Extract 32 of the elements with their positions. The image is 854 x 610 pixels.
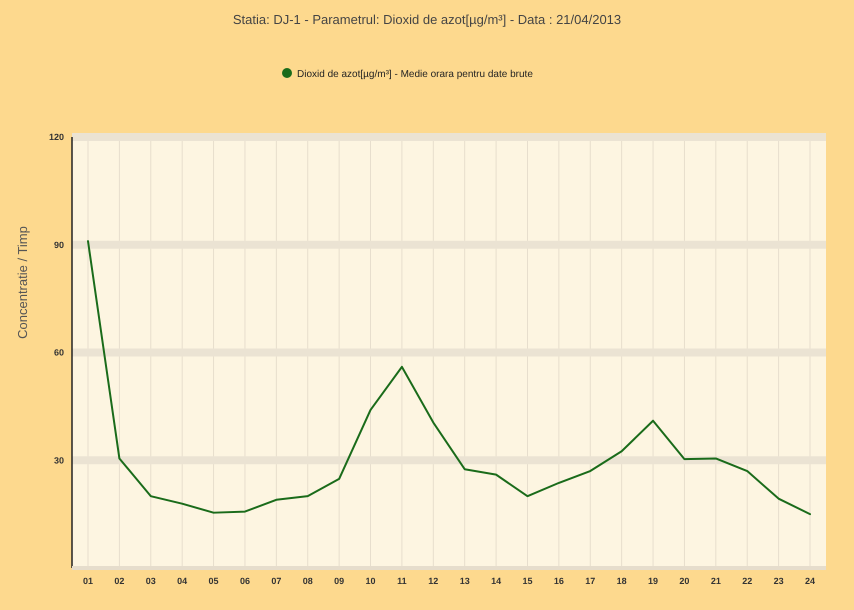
x-tick-label: 22 — [742, 576, 752, 586]
x-tick-label: 06 — [240, 576, 250, 586]
x-tick-label: 24 — [804, 576, 816, 586]
y-tick-label: 120 — [48, 132, 64, 142]
x-tick-label: 09 — [334, 576, 344, 586]
line-series — [87, 240, 811, 516]
x-tick-label: 23 — [774, 576, 784, 586]
x-tick-label: 17 — [585, 576, 596, 586]
x-tick-label: 11 — [397, 576, 407, 586]
x-tick-label: 07 — [271, 576, 282, 586]
x-tick-label: 18 — [616, 576, 627, 586]
y-tick-label: 30 — [54, 455, 64, 466]
y-tick-label: 90 — [54, 240, 64, 250]
x-tick-label: 03 — [146, 576, 156, 586]
y-axis-title: Concentratie / Timp — [15, 226, 30, 339]
x-tick-label: 08 — [302, 576, 313, 586]
x-tick-label: 04 — [177, 576, 188, 586]
x-tick-label: 02 — [114, 576, 124, 586]
x-tick-label: 14 — [491, 576, 502, 586]
x-tick-label: 19 — [648, 576, 658, 586]
x-tick-label: 15 — [522, 576, 532, 586]
x-tick-label: 10 — [366, 576, 376, 586]
x-tick-label: 16 — [554, 576, 564, 586]
x-tick-label: 13 — [460, 576, 470, 586]
legend-label: Dioxid de azot[µg/m³] - Medie orara pentru date brute — [297, 69, 534, 80]
x-tick-label: 12 — [428, 576, 438, 586]
x-tick-label: 21 — [710, 576, 721, 586]
x-tick-label: 01 — [82, 576, 94, 586]
y-tick-label: 60 — [54, 348, 64, 358]
x-tick-label: 20 — [679, 576, 690, 586]
chart-title: Statia: DJ-1 - Parametrul: Dioxid de azot[µg/m³] - Data : 21/04/2013 — [232, 12, 622, 27]
x-tick-label: 05 — [208, 576, 219, 586]
